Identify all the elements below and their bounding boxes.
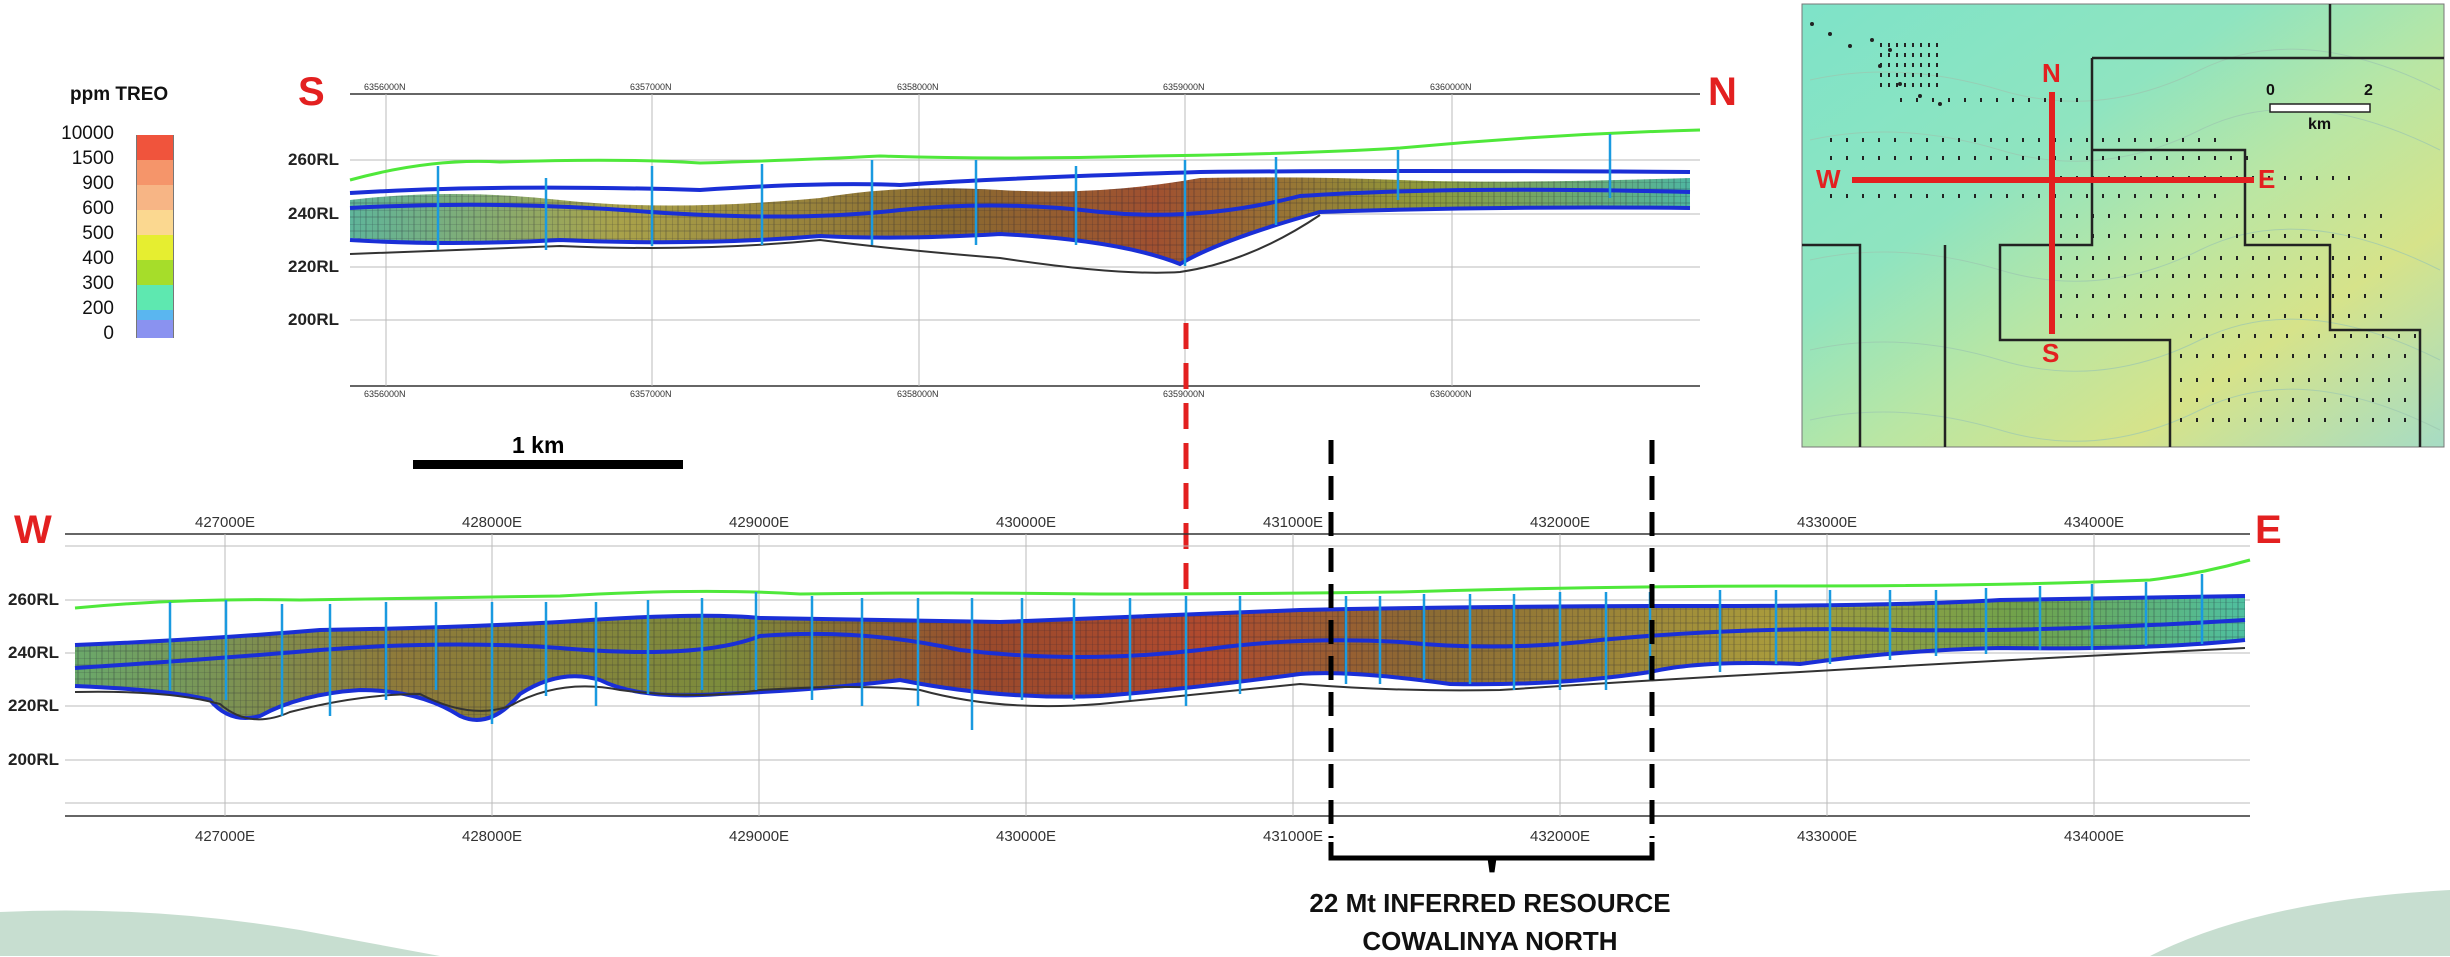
footer-dot-motif <box>0 890 2450 956</box>
easting-label: 428000E <box>462 514 523 531</box>
northing-label: 6359000N <box>1163 82 1205 92</box>
easting-label: 427000E <box>195 828 256 845</box>
inset-location-map <box>1801 3 2445 448</box>
legend-title: ppm TREO <box>70 84 169 105</box>
we-west-label: W <box>14 508 52 552</box>
legend-swatch <box>136 160 174 185</box>
legend-swatch <box>136 235 174 260</box>
we-east-label: E <box>2255 508 2282 552</box>
rl-label: 200RL <box>288 310 340 329</box>
we-drillholes <box>168 574 2204 730</box>
northing-label: 6360000N <box>1430 82 1472 92</box>
easting-label: 432000E <box>1530 828 1591 845</box>
legend-swatch <box>136 185 174 210</box>
ns-south-label: S <box>298 70 325 114</box>
rl-label: 260RL <box>288 150 340 169</box>
legend-swatch <box>136 210 174 235</box>
easting-label: 429000E <box>729 514 790 531</box>
ns-drillholes <box>436 134 1612 266</box>
rl-label: 220RL <box>288 257 340 276</box>
legend-label: 0 <box>103 323 114 344</box>
legend-label: 10000 <box>61 123 114 144</box>
easting-label: 427000E <box>195 514 256 531</box>
rl-label: 240RL <box>288 204 340 223</box>
rl-label: 200RL <box>8 750 60 769</box>
easting-label: 433000E <box>1797 828 1858 845</box>
inset-north-label: N <box>2042 58 2061 88</box>
inset-scale-zero: 0 <box>2266 82 2275 99</box>
inset-scale-unit: km <box>2308 116 2332 133</box>
legend-label: 500 <box>82 223 114 244</box>
inset-scale-bar <box>2269 103 2371 113</box>
legend-label: 1500 <box>71 148 114 169</box>
inset-scale-two: 2 <box>2364 82 2373 99</box>
legend-swatch <box>136 260 174 285</box>
legend-label: 900 <box>82 173 114 194</box>
easting-label: 431000E <box>1263 514 1324 531</box>
easting-label: 428000E <box>462 828 523 845</box>
easting-label: 432000E <box>1530 514 1591 531</box>
scale-bar <box>413 460 683 469</box>
legend-swatch <box>136 320 174 338</box>
northing-label: 6357000N <box>630 389 672 399</box>
inset-south-label: S <box>2042 338 2060 368</box>
legend-swatch <box>136 135 174 160</box>
easting-label: 431000E <box>1263 828 1324 845</box>
northing-label: 6356000N <box>364 389 406 399</box>
rl-label: 260RL <box>8 590 60 609</box>
northing-label: 6360000N <box>1430 389 1472 399</box>
legend-label: 400 <box>82 248 114 269</box>
inset-east-label: E <box>2258 164 2276 194</box>
inset-west-label: W <box>1816 164 1841 194</box>
easting-label: 434000E <box>2064 828 2125 845</box>
easting-label: 430000E <box>996 828 1057 845</box>
resource-subtitle: COWALINYA NORTH <box>1362 926 1618 956</box>
easting-label: 434000E <box>2064 514 2125 531</box>
scale-bar-label: 1 km <box>512 432 565 458</box>
northing-label: 6358000N <box>897 82 939 92</box>
legend-label: 600 <box>82 198 114 219</box>
ns-north-label: N <box>1708 70 1737 114</box>
northing-label: 6357000N <box>630 82 672 92</box>
legend-label: 200 <box>82 298 114 319</box>
legend-swatch <box>136 285 174 310</box>
northing-label: 6359000N <box>1163 389 1205 399</box>
northing-label: 6358000N <box>897 389 939 399</box>
rl-label: 220RL <box>8 696 60 715</box>
we-mineralised-zone <box>74 558 2251 722</box>
legend-label: 300 <box>82 273 114 294</box>
resource-outline <box>1328 440 1655 873</box>
easting-label: 433000E <box>1797 514 1858 531</box>
rl-label: 240RL <box>8 643 60 662</box>
resource-title: 22 Mt INFERRED RESOURCE <box>1309 888 1671 918</box>
easting-label: 429000E <box>729 828 790 845</box>
ns-mineralised-zone <box>349 128 1701 274</box>
easting-label: 430000E <box>996 514 1057 531</box>
northing-label: 6356000N <box>364 82 406 92</box>
